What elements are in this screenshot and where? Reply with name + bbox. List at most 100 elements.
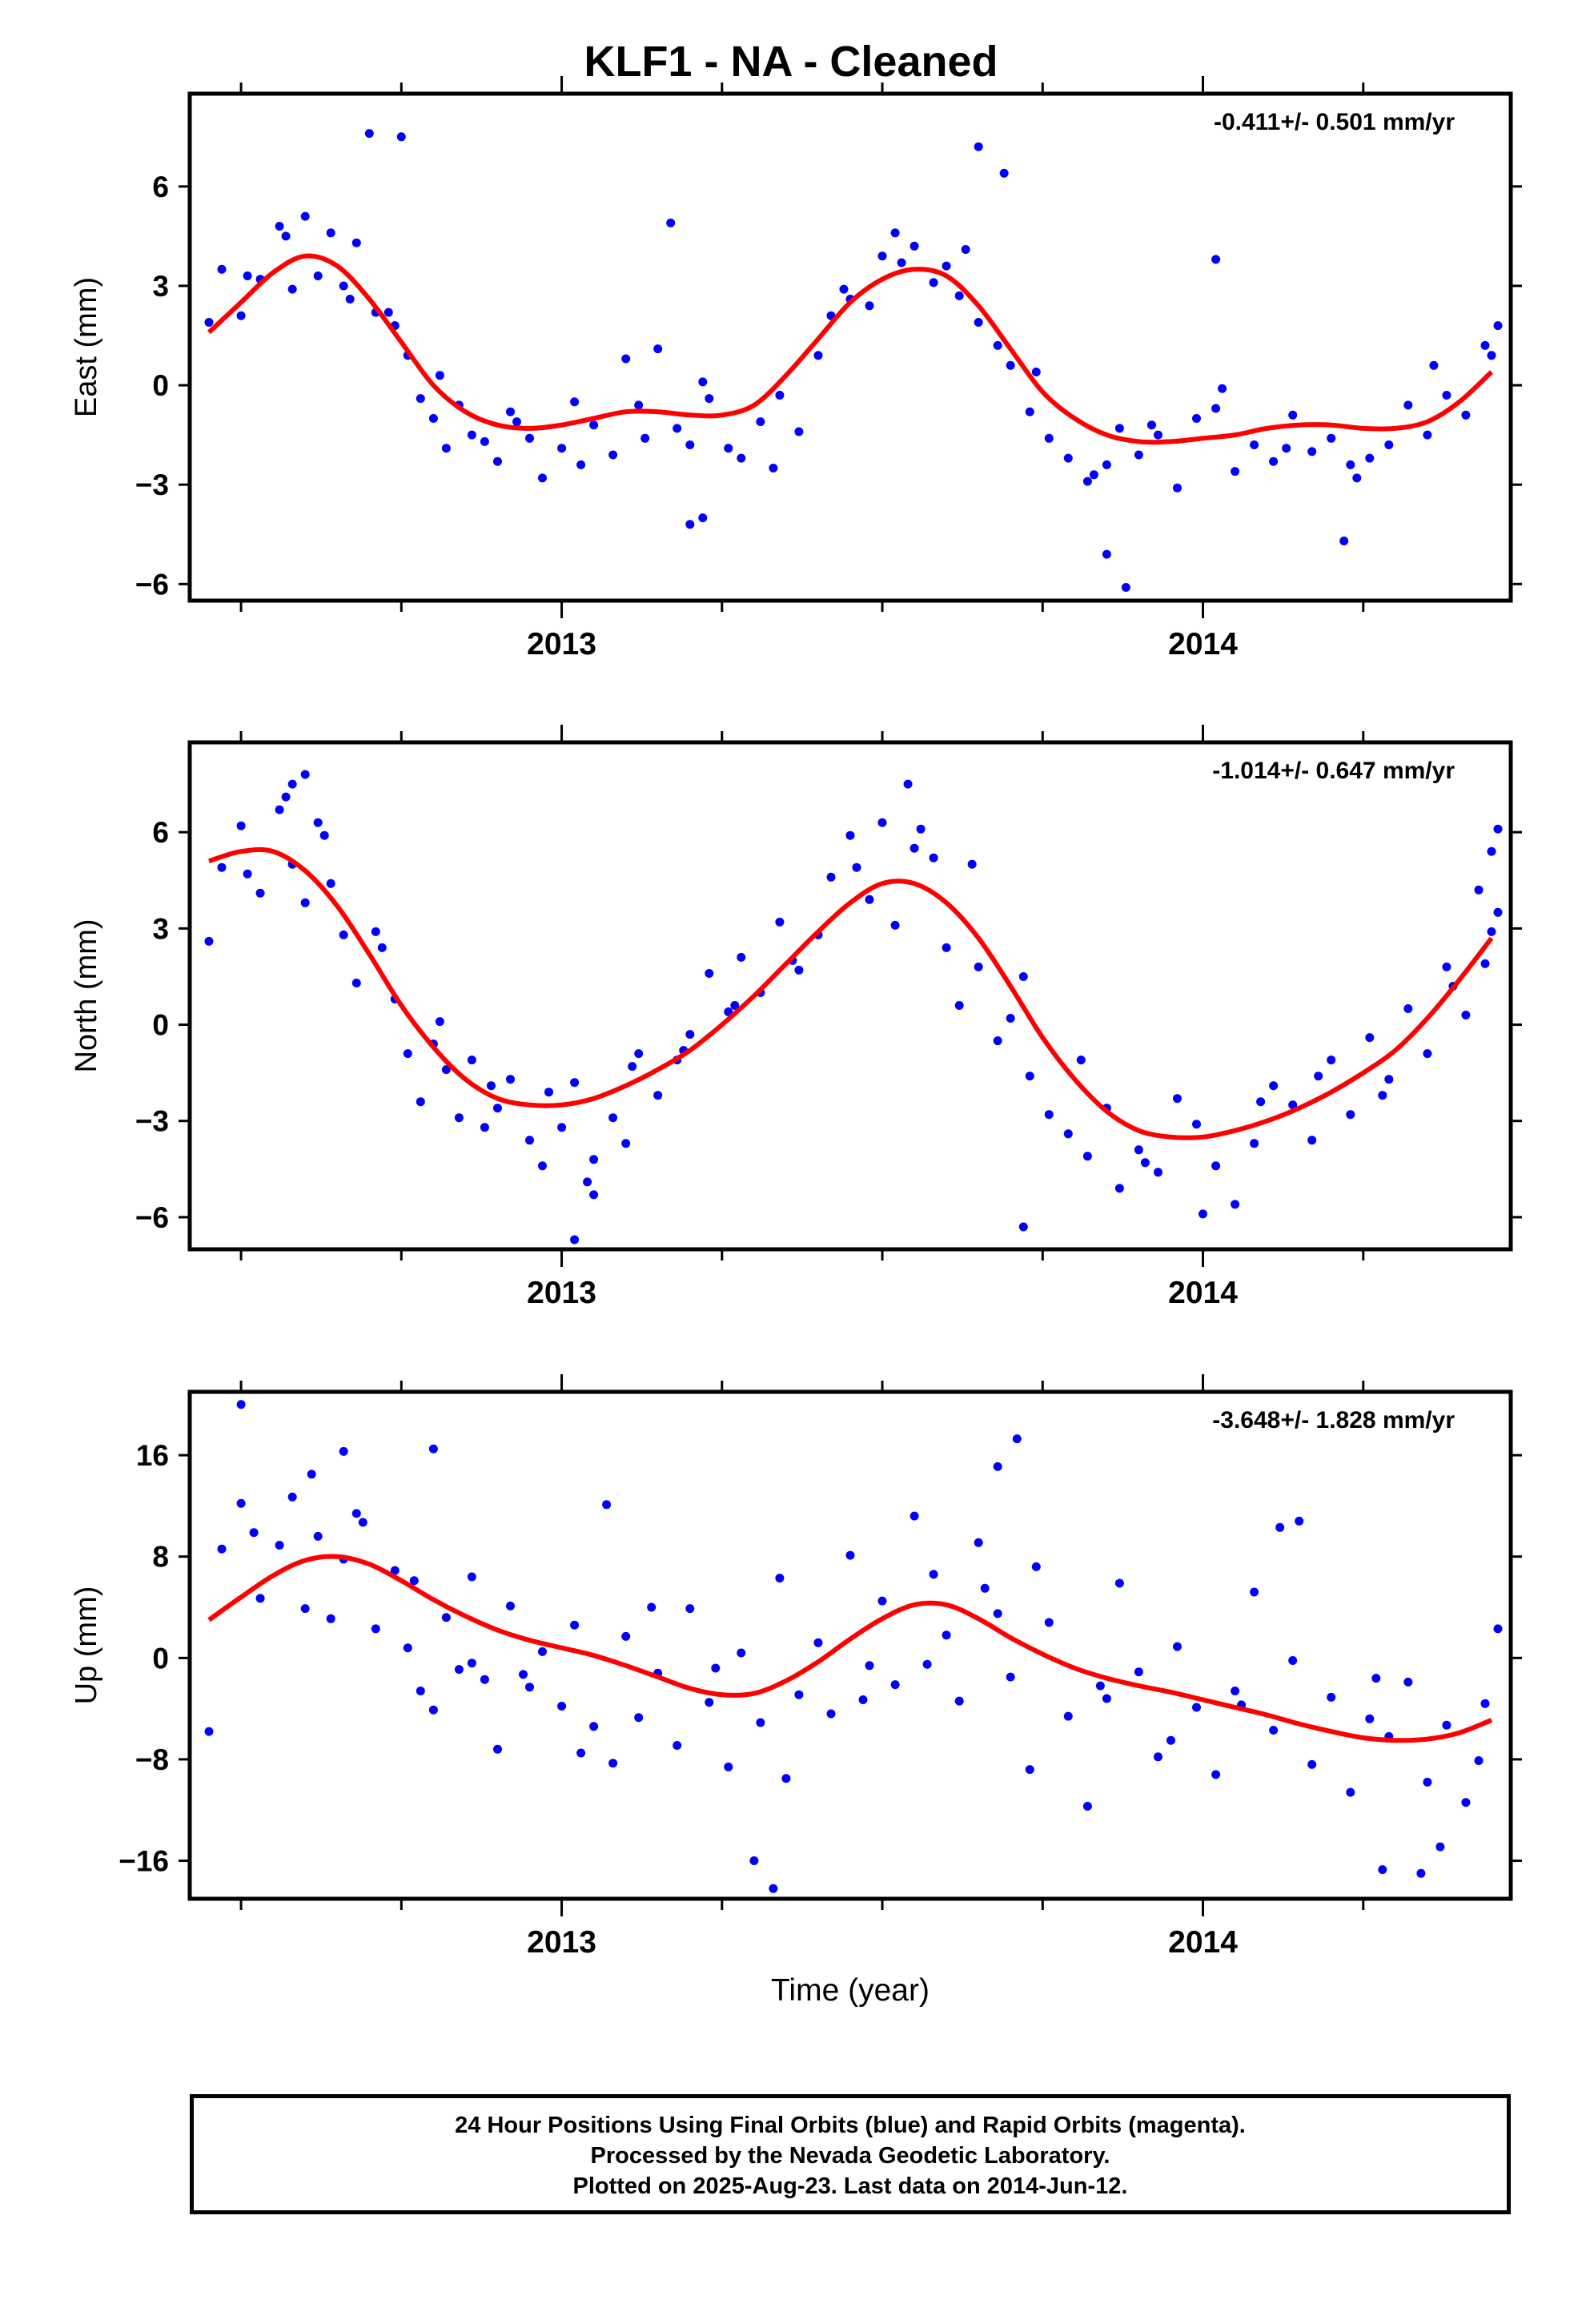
panel-east-point: [383, 308, 393, 317]
panel-up-point: [1275, 1522, 1285, 1532]
panel-up-ytick-label: 16: [136, 1439, 169, 1472]
panel-up-point: [351, 1509, 361, 1518]
panel-up-point: [775, 1574, 785, 1583]
panel-east-point: [512, 417, 521, 427]
panel-east-point: [1102, 460, 1111, 469]
panel-up-point: [1269, 1726, 1279, 1735]
panel-up-point: [1102, 1694, 1111, 1703]
panel-up-point: [1371, 1674, 1381, 1683]
panel-east-point: [1493, 321, 1503, 331]
panel-north-point: [1423, 1049, 1432, 1059]
panel-east-point: [506, 407, 515, 416]
panel-up-point: [794, 1690, 804, 1699]
panel-east-point: [942, 261, 951, 271]
panel-north-point: [1461, 1011, 1471, 1019]
panel-north-point: [300, 770, 310, 779]
panel-up-point: [1378, 1865, 1387, 1875]
panel-up-point: [557, 1702, 567, 1711]
panel-up-point: [954, 1696, 964, 1706]
panel-up-point: [570, 1620, 580, 1630]
panel-east-point: [339, 281, 348, 291]
panel-up-point: [1480, 1699, 1490, 1708]
panel-up-point: [865, 1661, 874, 1671]
panel-up-ytick-label: −8: [135, 1743, 169, 1776]
panel-north-point: [628, 1062, 637, 1072]
panel-north-point: [724, 1007, 733, 1016]
panel-up-xlabel: Time (year): [771, 1973, 930, 2008]
panel-east-point: [1423, 430, 1432, 440]
panel-up-point: [371, 1624, 380, 1634]
panel-north-point: [1307, 1136, 1317, 1145]
panel-up-ytick-label: −16: [118, 1845, 169, 1878]
panel-north-point: [377, 943, 387, 952]
panel-up-point: [1082, 1802, 1092, 1811]
panel-up-point: [326, 1614, 335, 1623]
panel-north-point: [1063, 1129, 1073, 1139]
panel-north-point: [608, 1113, 618, 1123]
panel-up-point: [749, 1856, 759, 1865]
panel-up-point: [467, 1572, 476, 1582]
panel-east-point: [813, 351, 823, 360]
panel-up-point: [467, 1659, 476, 1668]
panel-east-point: [756, 417, 765, 427]
panel-north-point: [1403, 1004, 1413, 1013]
panel-east-point: [1044, 433, 1054, 443]
panel-up-point: [1442, 1720, 1452, 1730]
panel-north-point: [351, 979, 361, 987]
panel-north-point: [865, 895, 874, 904]
panel-up-point: [1327, 1692, 1336, 1702]
panel-up-point: [608, 1759, 618, 1768]
panel-north-point: [371, 927, 380, 936]
panel-up-point: [1012, 1434, 1022, 1444]
panel-east-point: [698, 377, 708, 387]
panel-up-point: [409, 1576, 419, 1586]
panel-up-point: [1346, 1787, 1355, 1797]
panel-up-point: [922, 1659, 932, 1669]
panel-east-point: [685, 440, 695, 449]
panel-east-point: [435, 371, 444, 380]
panel-north-point: [467, 1055, 476, 1065]
panel-up-point: [647, 1602, 656, 1612]
panel-east-point: [1384, 440, 1394, 449]
panel-east-point: [281, 231, 291, 241]
panel-east-point: [416, 394, 425, 404]
panel-east-xtick-label: 2013: [527, 627, 596, 661]
panel-north-point: [1154, 1168, 1162, 1177]
panel-up-point: [255, 1594, 265, 1603]
panel-east-ytick-label: −6: [135, 568, 169, 601]
panel-north-point: [1442, 962, 1452, 971]
panel-up-point: [737, 1648, 746, 1658]
panel-east-point: [673, 424, 682, 433]
panel-east-point: [1082, 476, 1092, 486]
panel-east-point: [769, 464, 778, 472]
panel-north-point: [1346, 1110, 1355, 1120]
panel-up-point: [621, 1631, 631, 1641]
panel-up-xtick-label: 2013: [527, 1925, 596, 1960]
panel-up-point: [705, 1698, 714, 1707]
panel-north-point: [1256, 1097, 1266, 1107]
panel-up-point: [1211, 1770, 1221, 1779]
panel-north-fit-line: [208, 846, 1494, 1140]
panel-up-point: [877, 1596, 887, 1606]
panel-east-point: [217, 264, 227, 274]
panel-east-point: [1192, 414, 1201, 423]
panel-east-point: [576, 460, 586, 469]
panel-north-point: [705, 969, 714, 978]
panel-north-point: [967, 859, 977, 869]
panel-north-point: [538, 1161, 547, 1171]
panel-east-point: [326, 228, 335, 238]
panel-up-point: [634, 1713, 644, 1723]
panel-east-point: [698, 513, 708, 523]
panel-north-point: [506, 1075, 515, 1084]
panel-up-point: [1166, 1735, 1175, 1745]
panel-east-point: [1211, 404, 1221, 413]
panel-east-point: [909, 241, 919, 251]
panel-east-point: [999, 168, 1009, 178]
panel-north-point: [1134, 1145, 1143, 1155]
panel-north-point: [403, 1049, 412, 1059]
footer-line-3: Plotted on 2025-Aug-23. Last data on 201…: [572, 2173, 1128, 2199]
panel-up-point: [441, 1613, 451, 1622]
panel-east-point: [1429, 360, 1439, 370]
panel-north-point: [903, 779, 913, 789]
